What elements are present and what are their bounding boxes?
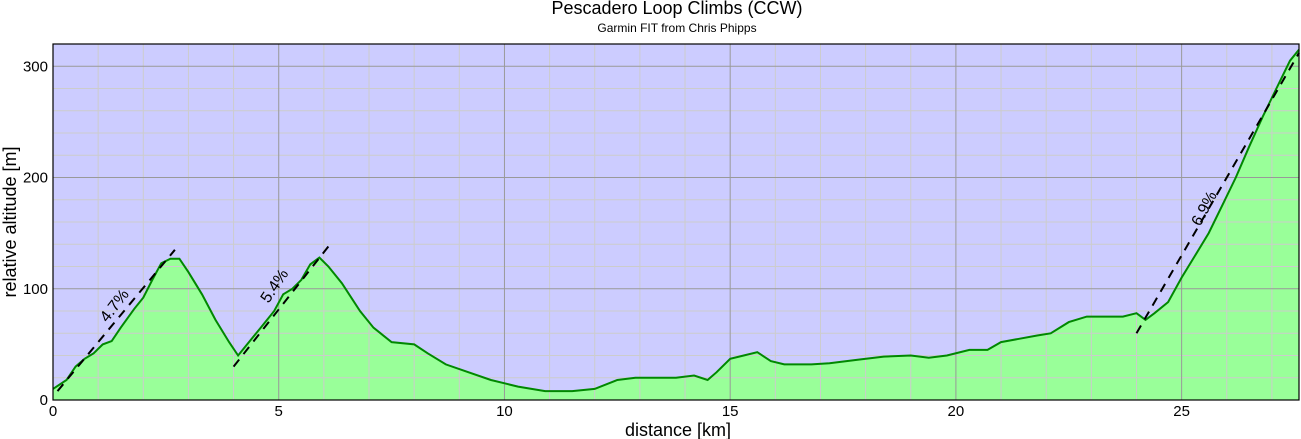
x-tick-label: 10 xyxy=(496,403,513,420)
plot-frame xyxy=(52,43,1300,401)
y-axis-label: relative altitude [m] xyxy=(0,146,20,297)
x-tick-label: 20 xyxy=(948,403,965,420)
y-tick-label: 0 xyxy=(40,392,48,409)
altitude-area xyxy=(53,49,1299,400)
x-tick-label: 5 xyxy=(275,403,283,420)
plot-area: 4.7% 5.4%6.9% xyxy=(52,43,1300,401)
x-axis-label: distance [km] xyxy=(625,420,731,439)
y-axis-ticks: 0 100 200 300 xyxy=(23,58,48,409)
major-grid xyxy=(53,44,1299,400)
y-tick-label: 300 xyxy=(23,58,48,75)
chart-subtitle: Garmin FIT from Chris Phipps xyxy=(597,21,756,35)
climb-trend-line xyxy=(1135,52,1300,334)
y-tick-label: 100 xyxy=(23,281,48,298)
x-axis-ticks: 0 5 10 15 20 25 xyxy=(49,403,1190,420)
y-tick-label: 200 xyxy=(23,170,48,187)
x-tick-label: 15 xyxy=(722,403,739,420)
x-tick-label: 25 xyxy=(1173,403,1190,420)
chart-title: Pescadero Loop Climbs (CCW) xyxy=(551,0,802,18)
x-tick-label: 0 xyxy=(49,403,57,420)
altitude-line xyxy=(52,48,1300,393)
